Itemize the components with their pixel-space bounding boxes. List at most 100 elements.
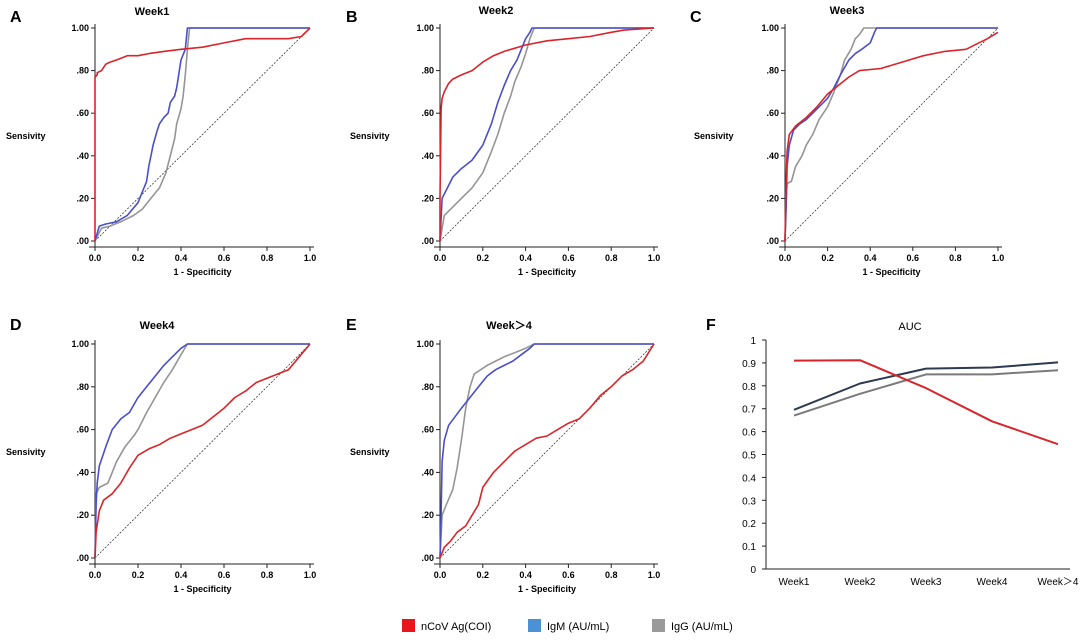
y-tick-label: .80: [421, 382, 434, 392]
roc-panel-b: B Week2 .00 .20 .40 .60 .80 1.00 0.0 0.2 0.4 0.6 0.8…: [346, 5, 660, 277]
auc-line-auc_igg: [793, 369, 1059, 417]
x-tick-label: 0.2: [132, 253, 145, 263]
y-tick-label: .60: [766, 108, 779, 118]
y-tick-label: 0.1: [742, 542, 756, 553]
y-tick-label: .60: [421, 425, 434, 435]
panel-title: Week2: [479, 5, 514, 17]
roc-curve-igm: [784, 27, 998, 242]
roc-curve-ag: [439, 343, 655, 559]
y-tick-label: 0.4: [742, 473, 756, 484]
auc-panel: F AUC 0 0.1 0.2 0.3 0.4 0.5 0.6 0.7 0.8 0.9 1 Week1 We…: [706, 317, 1079, 588]
y-tick-label: .00: [421, 553, 434, 563]
y-tick-label: .00: [76, 236, 89, 246]
y-tick-label: .20: [421, 510, 434, 520]
x-tick-label: 0.0: [89, 253, 102, 263]
x-tick-label: 0.0: [434, 253, 447, 263]
x-tick-label: 0.8: [605, 570, 618, 580]
x-tick-label: 0.6: [218, 570, 231, 580]
legend-swatch: [652, 619, 665, 632]
x-tick-label: 1.0: [992, 253, 1005, 263]
panel-title: AUC: [898, 321, 921, 333]
y-tick-label: 0.8: [742, 382, 756, 393]
y-tick-label: .00: [766, 236, 779, 246]
y-tick-label: 1.00: [416, 339, 434, 349]
x-tick-label: 1.0: [304, 253, 317, 263]
y-tick-label: .40: [766, 151, 779, 161]
roc-curve-ag: [94, 27, 311, 241]
roc-curve-igm: [94, 27, 310, 242]
roc-curve-ag: [94, 343, 311, 559]
roc-curve-igg: [94, 27, 310, 242]
y-tick-label: .20: [76, 510, 89, 520]
x-tick-label: Week＞4: [1038, 577, 1079, 588]
roc-curve-igm: [439, 27, 654, 242]
y-tick-label: .00: [421, 236, 434, 246]
y-tick-label: .60: [76, 108, 89, 118]
panel-letter: E: [346, 317, 357, 334]
y-tick-label: .20: [421, 193, 434, 203]
x-tick-label: 0.4: [175, 253, 188, 263]
roc-curve-igg: [784, 27, 998, 242]
x-tick-label: 0.6: [562, 570, 575, 580]
x-tick-label: 0.0: [89, 570, 102, 580]
y-tick-label: 0.6: [742, 428, 756, 439]
reference-diagonal: [94, 343, 311, 559]
y-tick-label: .20: [766, 193, 779, 203]
y-tick-label: 1.00: [761, 23, 779, 33]
panel-title: Week1: [135, 6, 170, 18]
x-tick-label: 0.6: [218, 253, 231, 263]
y-tick-label: .80: [421, 66, 434, 76]
x-tick-label: 1.0: [648, 570, 661, 580]
panel-letter: F: [706, 317, 716, 334]
roc-panel-a: A Week1 .00 .20 .40 .60 .80 1.00 0.0 0.2 0.4 0.6 0.8…: [6, 6, 316, 277]
y-tick-label: 1.00: [71, 23, 89, 33]
roc-curve-igm: [439, 343, 654, 559]
roc-curve-igg: [94, 343, 310, 559]
x-axis-label: 1 - Specificity: [518, 267, 576, 277]
roc-curve-igm: [94, 343, 310, 559]
y-axis-label: Sensivity: [350, 447, 390, 457]
panel-letter: B: [346, 9, 358, 26]
y-tick-label: 0.5: [742, 451, 756, 462]
x-tick-label: Week3: [911, 577, 942, 588]
x-axis-label: 1 - Specificity: [518, 584, 576, 594]
x-tick-label: Week4: [977, 577, 1008, 588]
x-tick-label: 1.0: [648, 253, 661, 263]
reference-diagonal: [94, 27, 311, 242]
y-tick-label: .40: [421, 467, 434, 477]
x-tick-label: 0.4: [175, 570, 188, 580]
panel-letter: C: [690, 9, 702, 26]
y-tick-label: 0.9: [742, 359, 756, 370]
legend-label: IgG (AU/mL): [671, 621, 733, 633]
reference-diagonal: [439, 27, 655, 242]
x-tick-label: 0.4: [864, 253, 877, 263]
x-axis-label: 1 - Specificity: [173, 584, 231, 594]
y-axis-label: Sensivity: [694, 131, 734, 141]
y-tick-label: 0.2: [742, 519, 756, 530]
x-tick-label: 0.0: [434, 570, 447, 580]
panel-letter: D: [10, 317, 22, 334]
panel-letter: A: [10, 9, 22, 26]
legend-swatch: [402, 619, 415, 632]
auc-line-ag: [793, 359, 1059, 446]
x-tick-label: 0.2: [821, 253, 834, 263]
roc-curve-igg: [439, 27, 654, 242]
x-tick-label: 0.6: [562, 253, 575, 263]
y-tick-label: 0.3: [742, 496, 756, 507]
y-tick-label: .80: [766, 66, 779, 76]
roc-curve-ag: [439, 27, 655, 241]
x-tick-label: 0.2: [477, 570, 490, 580]
x-axis-label: 1 - Specificity: [862, 267, 920, 277]
x-tick-label: 0.4: [519, 253, 532, 263]
y-tick-label: 0: [750, 565, 756, 576]
x-axis-label: 1 - Specificity: [173, 267, 231, 277]
roc-panel-e: E Week＞4 .00 .20 .40 .60 .80 1.00 0.0 0.2 0.4 0.6 0.…: [346, 317, 660, 594]
roc-curve-ag: [784, 31, 999, 242]
y-tick-label: 0.7: [742, 405, 756, 416]
y-axis-label: Sensivity: [350, 131, 390, 141]
x-tick-label: 0.2: [132, 570, 145, 580]
panel-title: Week4: [140, 320, 176, 332]
legend-swatch: [528, 619, 541, 632]
x-tick-label: Week2: [845, 577, 876, 588]
